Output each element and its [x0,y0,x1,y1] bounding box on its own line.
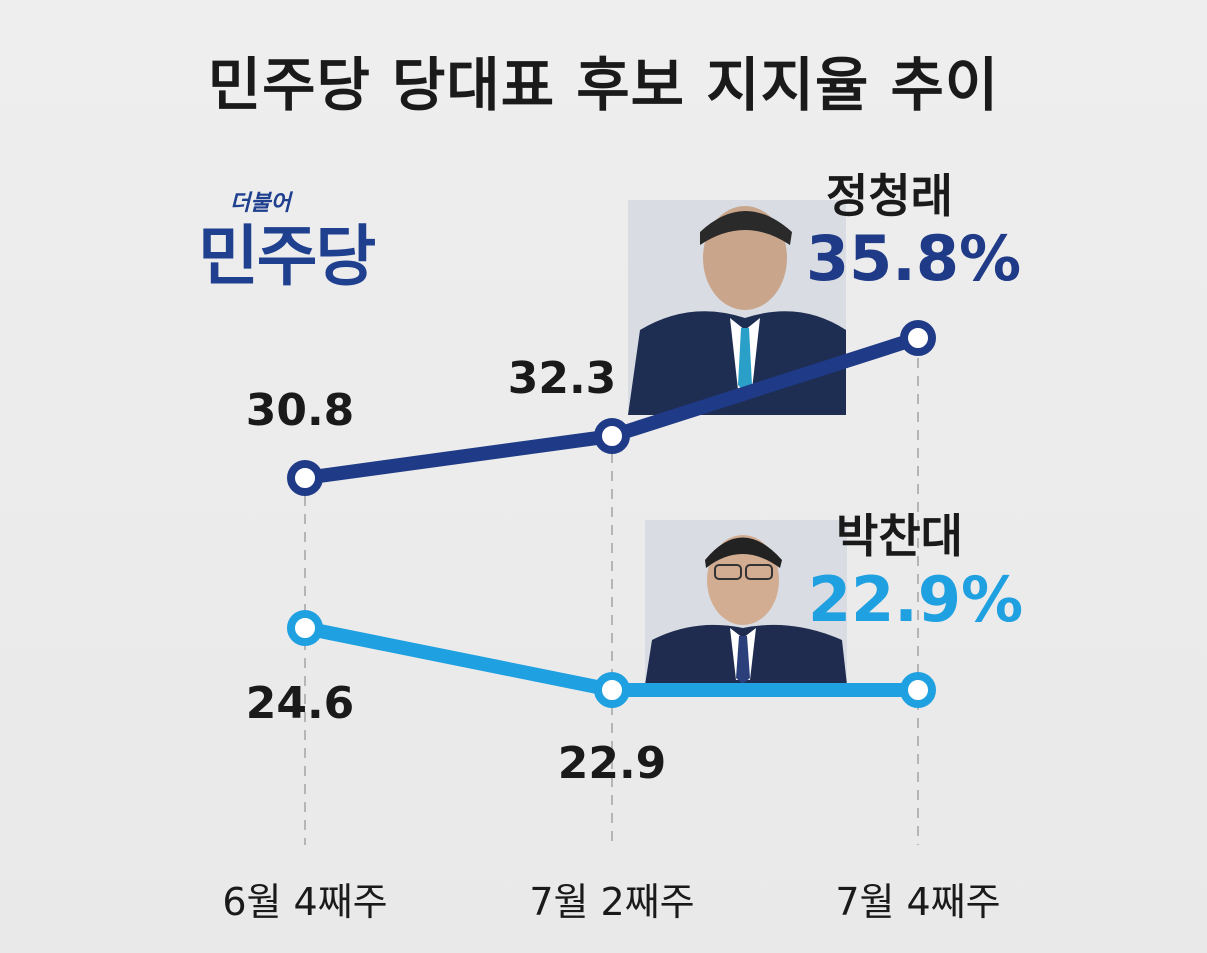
point-labels: 30.8 32.3 24.6 22.9 [246,353,667,789]
chart-title: 민주당 당대표 후보 지지율 추이 [207,51,1000,119]
data-point-s2-2 [594,672,630,708]
data-point-s1-1 [287,460,323,496]
data-point-s2-1 [287,610,323,646]
x-tick-label-3: 7월 4째주 [835,880,1000,924]
candidate-photo-2 [645,520,847,685]
logo-small-text: 더불어 [230,191,291,216]
data-point-s1-2 [594,418,630,454]
data-point-s2-3 [900,672,936,708]
x-tick-label-1: 6월 4째주 [222,880,387,924]
candidate-1-latest: 35.8% [806,222,1022,295]
party-logo: 더불어 민주당 [198,185,428,295]
data-point-s1-3 [900,320,936,356]
candidate-1-name: 정청래 [826,169,953,223]
point-label-s1-2: 32.3 [508,353,617,404]
gridlines [304,340,919,845]
point-label-s1-1: 30.8 [246,385,355,436]
x-tick-label-2: 7월 2째주 [529,880,694,924]
candidate-2-name: 박찬대 [836,509,963,563]
logo-main-text: 민주당 [198,218,376,295]
x-axis-ticks: 6월 4째주 7월 2째주 7월 4째주 [222,880,1000,924]
point-label-s2-2: 22.9 [558,738,667,789]
series-lines [287,320,936,708]
candidate-2-latest: 22.9% [808,563,1024,636]
point-label-s2-1: 24.6 [246,678,355,729]
